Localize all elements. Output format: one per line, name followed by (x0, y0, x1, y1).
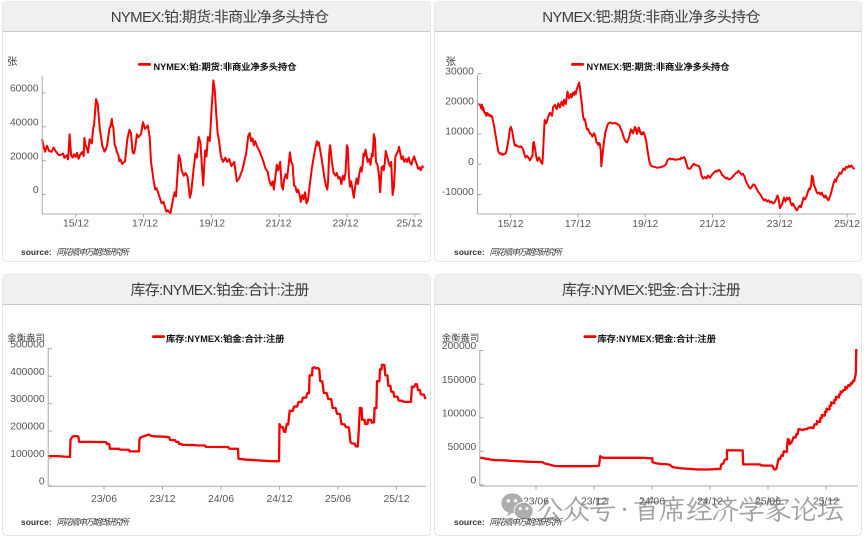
svg-text:30000: 30000 (445, 66, 474, 77)
svg-text:24/12: 24/12 (697, 497, 723, 508)
svg-text:15/12: 15/12 (498, 219, 524, 230)
svg-text:24/06: 24/06 (639, 497, 665, 508)
svg-text:23/12: 23/12 (581, 497, 607, 508)
svg-text:24/12: 24/12 (266, 494, 292, 505)
svg-text:23/12: 23/12 (332, 219, 358, 230)
svg-text:23/06: 23/06 (91, 494, 117, 505)
svg-text:60000: 60000 (10, 84, 39, 95)
svg-text:21/12: 21/12 (265, 219, 291, 230)
svg-text:400000: 400000 (10, 367, 45, 378)
svg-text:25/06: 25/06 (325, 494, 351, 505)
svg-text:17/12: 17/12 (132, 219, 158, 230)
svg-text:25/06: 25/06 (755, 497, 781, 508)
svg-text:500000: 500000 (10, 339, 45, 350)
svg-text:25/12: 25/12 (396, 219, 422, 230)
svg-text:10000: 10000 (445, 127, 474, 138)
svg-text:0: 0 (33, 185, 39, 196)
svg-text:200000: 200000 (442, 341, 477, 352)
svg-text:20000: 20000 (10, 151, 39, 162)
svg-text:24/06: 24/06 (208, 494, 234, 505)
svg-text:19/12: 19/12 (199, 219, 225, 230)
svg-text:50000: 50000 (448, 442, 477, 453)
svg-text:100000: 100000 (10, 449, 45, 460)
svg-text:20000: 20000 (445, 97, 474, 108)
svg-text:100000: 100000 (442, 408, 477, 419)
svg-text:21/12: 21/12 (699, 219, 725, 230)
svg-text:15/12: 15/12 (63, 219, 89, 230)
svg-text:23/12: 23/12 (767, 219, 793, 230)
svg-text:200000: 200000 (10, 422, 45, 433)
svg-text:40000: 40000 (10, 117, 39, 128)
svg-text:0: 0 (39, 476, 45, 487)
svg-text:19/12: 19/12 (632, 219, 658, 230)
svg-text:25/12: 25/12 (383, 494, 409, 505)
svg-text:-10000: -10000 (442, 187, 474, 198)
svg-text:150000: 150000 (442, 375, 477, 386)
svg-text:0: 0 (470, 476, 476, 487)
svg-text:25/12: 25/12 (834, 219, 860, 230)
svg-text:300000: 300000 (10, 394, 45, 405)
svg-text:23/12: 23/12 (149, 494, 175, 505)
svg-text:0: 0 (468, 157, 474, 168)
svg-text:25/12: 25/12 (813, 497, 839, 508)
svg-text:23/06: 23/06 (523, 497, 549, 508)
svg-text:17/12: 17/12 (565, 219, 591, 230)
